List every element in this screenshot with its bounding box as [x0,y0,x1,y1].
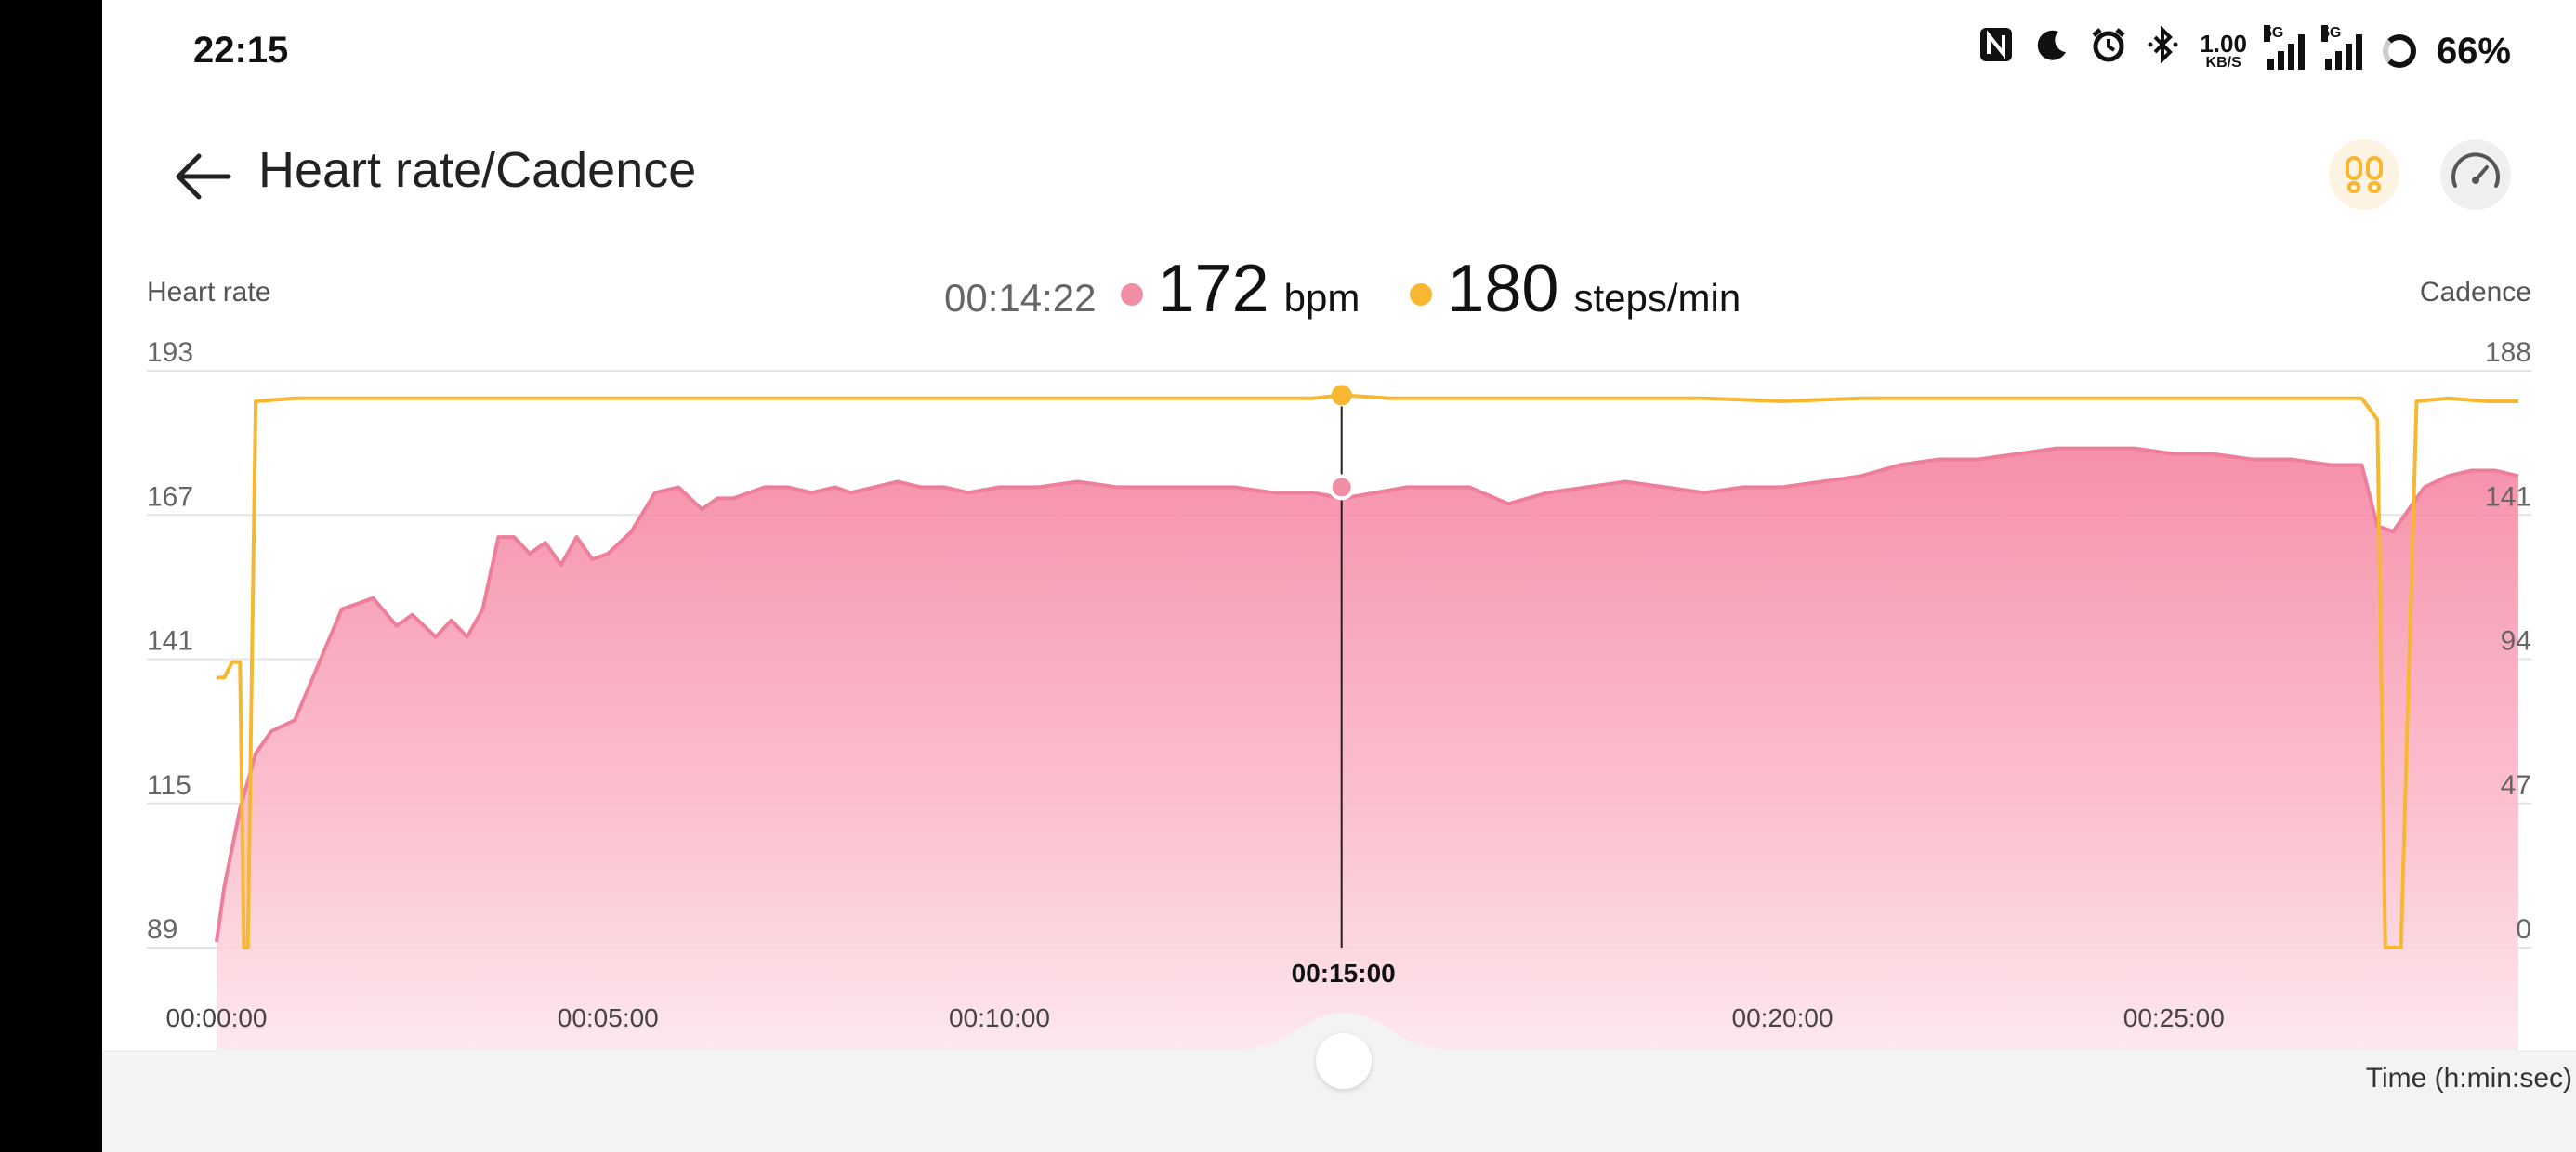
chart-drag-handle[interactable] [1316,1033,1372,1089]
cadence-selected-point [1331,385,1352,406]
time-axis-title: Time (h:min:sec) [2365,1063,2572,1093]
right-axis-title: Cadence [2419,277,2531,308]
heart-rate-line [215,446,2519,943]
right-tick-label: 141 [2485,481,2531,512]
header: Heart rate/Cadence [102,121,2576,223]
screen: 22:15 1.00 KB/S 5G 5G [102,0,2576,1152]
heart-rate-dot-icon [1120,283,1143,306]
left-tick-label: 141 [147,626,193,657]
heart-rate-value: 172 [1157,252,1269,326]
arrow-left-icon [176,153,231,200]
bottom-panel: Time (h:min:sec) [102,1013,2576,1152]
status-icons: 1.00 KB/S 5G 5G 66% [1978,25,2511,76]
right-tick-label: 94 [2501,626,2531,657]
signal-tag-1: 5G [2263,25,2284,42]
signal-strength-1: 5G [2263,25,2305,70]
back-button[interactable] [167,139,242,214]
cadence-line [217,393,2518,949]
network-speed: 1.00 KB/S [2200,32,2247,71]
left-axis-title: Heart rate [147,277,271,308]
left-tick-label: 167 [147,481,193,512]
status-time: 22:15 [193,30,289,71]
bluetooth-icon [2148,25,2179,76]
battery-icon [2382,34,2416,68]
page-title: Heart rate/Cadence [258,142,697,198]
network-speed-unit: KB/S [2205,55,2241,71]
x-tick-label: 00:10:00 [949,1003,1050,1032]
battery-percent: 66% [2436,30,2511,72]
speedometer-icon [2451,152,2500,188]
steps-button[interactable] [2329,139,2399,210]
x-tick-label: 00:05:00 [558,1003,659,1032]
speedometer-button[interactable] [2440,139,2511,210]
readout-bar: Heart rate 00:14:22 172 bpm 180 steps/mi… [102,251,2576,334]
heart-rate-unit: bpm [1283,276,1360,320]
selected-time-label: 00:15:00 [1292,959,1396,988]
signal-strength-2: 5G [2320,25,2362,70]
x-tick-label: 00:00:00 [166,1003,268,1032]
left-tick-label: 115 [147,770,191,801]
alarm-icon [2090,26,2127,76]
left-tick-label: 89 [147,914,177,945]
footsteps-icon [2346,156,2383,193]
status-bar: 22:15 1.00 KB/S 5G 5G [102,0,2576,102]
heart-rate-area [217,448,2518,1050]
x-tick-label: 00:20:00 [1732,1003,1833,1032]
cadence-value: 180 [1447,252,1559,326]
heart-rate-selected-point [1328,474,1355,501]
heart-rate-cadence-chart[interactable]: 193 188 167 141 141 94 115 47 89 0 00:15:00 00:00:0… [102,334,2576,1059]
readout-time: 00:14:22 [944,276,1097,320]
nfc-icon [1978,26,2014,76]
readout-values: 00:14:22 172 bpm 180 steps/min [944,251,1741,334]
left-tick-label: 193 [147,337,193,368]
cadence-unit: steps/min [1573,276,1741,320]
moon-icon [2034,26,2070,76]
right-tick-label: 188 [2485,337,2531,368]
cadence-dot-icon [1410,283,1433,306]
right-tick-label: 47 [2501,770,2531,801]
right-tick-label: 0 [2516,914,2531,945]
signal-tag-2: 5G [2320,25,2342,42]
network-speed-value: 1.00 [2200,30,2247,58]
x-tick-label: 00:25:00 [2123,1003,2225,1032]
